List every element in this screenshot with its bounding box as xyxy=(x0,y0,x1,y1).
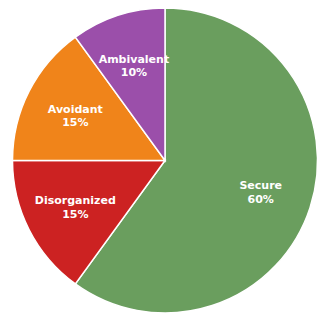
chart: Secure60%Disorganized15%Avoidant15%Ambiv… xyxy=(0,0,330,321)
data-label: Avoidant15% xyxy=(48,103,103,130)
data-labels: Secure60%Disorganized15%Avoidant15%Ambiv… xyxy=(35,53,282,221)
slice-label: Disorganized xyxy=(35,194,116,207)
slice-label: Avoidant xyxy=(48,103,103,116)
slice-value: 10% xyxy=(121,66,147,79)
data-label: Disorganized15% xyxy=(35,194,116,221)
data-label: Secure60% xyxy=(239,179,282,206)
slice-label: Ambivalent xyxy=(99,53,170,66)
slice xyxy=(13,161,166,284)
slice-value: 60% xyxy=(248,193,274,206)
slice-value: 15% xyxy=(62,208,88,221)
slices xyxy=(13,8,318,313)
data-label: Ambivalent10% xyxy=(99,53,170,80)
slice-label: Secure xyxy=(239,179,282,192)
pie: Secure60%Disorganized15%Avoidant15%Ambiv… xyxy=(13,8,318,313)
slice-value: 15% xyxy=(62,116,88,129)
slice xyxy=(75,8,165,161)
